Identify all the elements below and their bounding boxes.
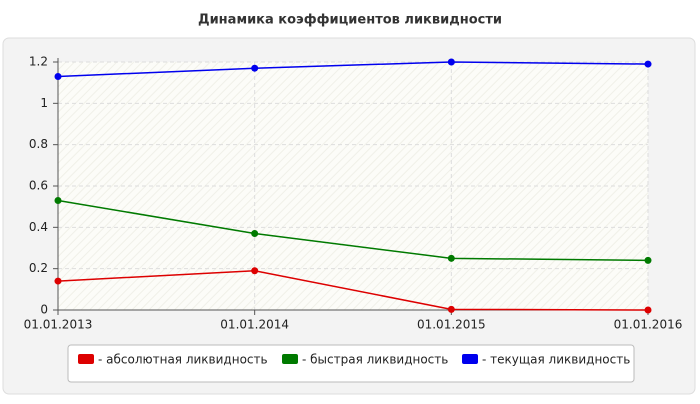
data-point [644, 256, 652, 264]
chart-title: Динамика коэффициентов ликвидности [198, 13, 502, 28]
x-tick-label: 01.01.2015 [417, 318, 486, 332]
data-point [644, 60, 652, 68]
y-tick-label: 0.2 [29, 261, 48, 275]
y-tick-label: 0.6 [29, 179, 48, 193]
legend-swatch [282, 354, 298, 364]
data-point [447, 58, 455, 66]
legend-label: - текущая ликвидность [482, 353, 630, 367]
data-point [54, 72, 62, 80]
y-tick-label: 0 [40, 303, 48, 317]
series-line [57, 199, 649, 262]
x-tick-label: 01.01.2013 [24, 318, 93, 332]
data-point [54, 196, 62, 204]
legend-swatch [78, 354, 94, 364]
legend-label: - быстрая ликвидность [302, 353, 448, 367]
y-tick-label: 0.8 [29, 137, 48, 151]
x-tick-label: 01.01.2016 [614, 318, 683, 332]
y-tick-label: 1 [40, 96, 48, 110]
series-line [57, 61, 649, 78]
legend-box [67, 344, 635, 383]
data-point [251, 267, 259, 275]
series-line [57, 269, 649, 311]
y-tick-label: 0.4 [29, 220, 48, 234]
data-point [251, 230, 259, 238]
data-point [447, 305, 455, 313]
x-tick-label: 01.01.2014 [220, 318, 289, 332]
data-point [54, 277, 62, 285]
y-tick-label: 1.2 [29, 55, 48, 69]
data-point [447, 254, 455, 262]
legend-swatch [462, 354, 478, 364]
legend-label: - абсолютная ликвидность [98, 353, 268, 367]
data-point [251, 64, 259, 72]
data-point [644, 306, 652, 314]
